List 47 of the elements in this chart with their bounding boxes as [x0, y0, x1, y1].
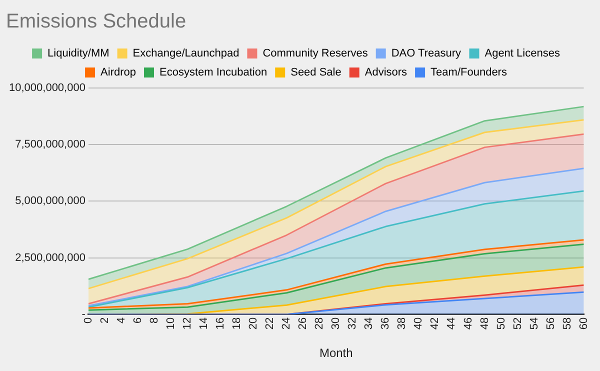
x-tick-label: 2: [99, 317, 112, 324]
x-tick-label: 38: [396, 317, 408, 330]
legend-label: Seed Sale: [290, 66, 342, 79]
x-tick-label: 28: [314, 317, 326, 330]
legend-label: Liquidity/MM: [48, 48, 110, 60]
y-tick-label: 10,000,000,000: [8, 82, 86, 94]
x-tick-label: 6: [132, 317, 144, 324]
legend-label: Ecosystem Incubation: [159, 66, 268, 79]
x-tick-label: 48: [478, 317, 491, 330]
chart-title: Emissions Schedule: [6, 10, 186, 33]
x-tick-label: 32: [346, 317, 359, 330]
x-tick-label: 14: [198, 317, 210, 330]
x-tick-label: 20: [248, 317, 260, 330]
x-axis-title: Month: [319, 346, 353, 360]
x-tick-label: 58: [561, 317, 574, 330]
x-tick-label: 22: [264, 317, 276, 330]
x-tick-label: 54: [528, 317, 540, 330]
legend-label: Agent Licenses: [484, 48, 560, 60]
y-tick-label: 7,500,000,000: [15, 138, 86, 151]
x-tick-label: 18: [231, 317, 244, 330]
x-tick-label: 40: [412, 317, 425, 330]
x-tick-label: 26: [297, 317, 310, 330]
x-tick-label: 34: [363, 317, 376, 330]
x-tick-label: 42: [429, 317, 442, 330]
x-tick-label: 60: [578, 317, 590, 330]
y-tick-label: 5,000,000,000: [15, 195, 86, 208]
legend-label: Team/Founders: [430, 66, 508, 79]
x-tick-label: 56: [544, 317, 557, 330]
y-tick-label: 2,500,000,000: [15, 252, 86, 264]
x-tick-label: 36: [380, 317, 392, 330]
x-tick-label: 0: [82, 317, 94, 324]
legend-label: DAO Treasury: [391, 48, 462, 60]
legend-label: Exchange/Launchpad: [132, 48, 240, 60]
legend-label: Community Reserves: [262, 48, 368, 60]
x-tick-label: 44: [446, 317, 458, 330]
x-tick-label: 4: [116, 317, 128, 324]
legend-label: Airdrop: [100, 66, 136, 79]
legend-label: Advisors: [364, 66, 408, 79]
x-tick-label: 52: [512, 317, 524, 330]
x-tick-label: 46: [462, 317, 474, 330]
x-tick-label: 30: [330, 317, 342, 330]
x-tick-label: 50: [495, 317, 508, 330]
x-tick-label: 8: [148, 317, 161, 324]
x-tick-label: 24: [280, 317, 293, 330]
x-tick-label: 16: [214, 317, 227, 330]
x-tick-label: 10: [165, 317, 178, 330]
x-tick-label: 12: [182, 317, 194, 330]
